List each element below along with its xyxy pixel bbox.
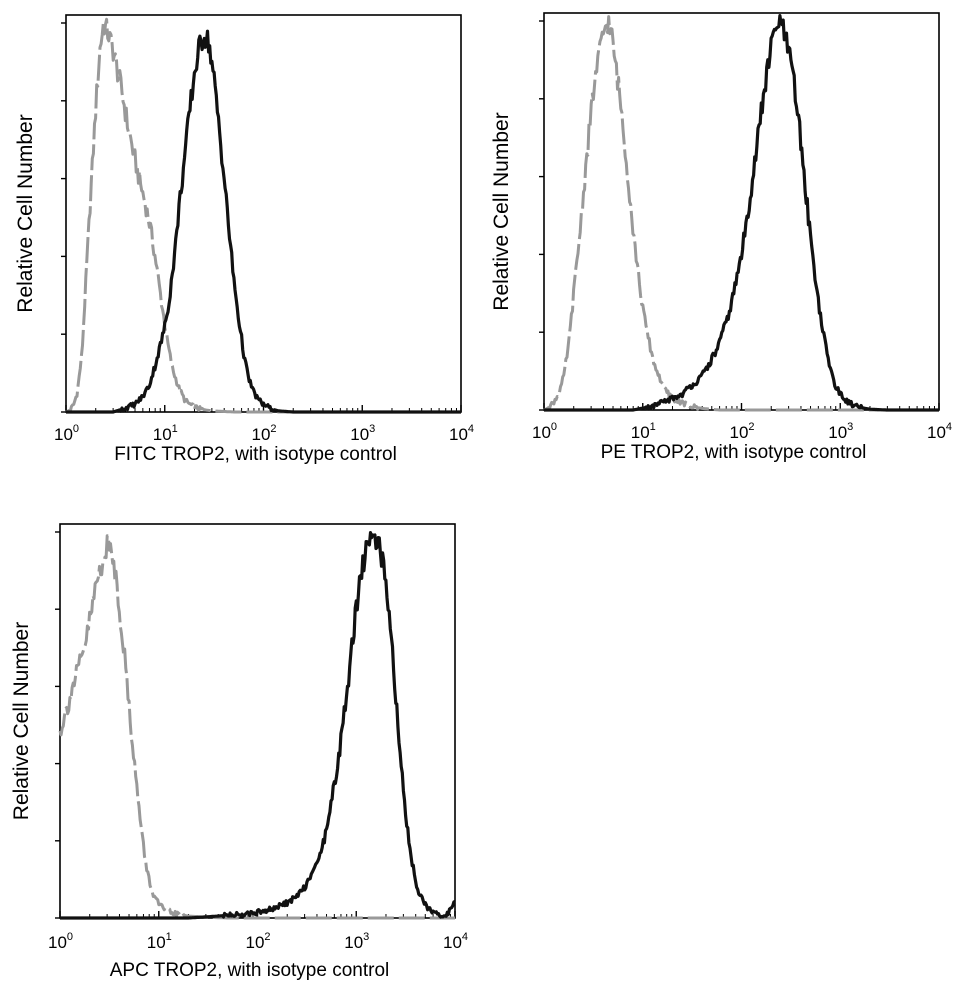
fitc-series-isotype [65,17,462,414]
histogram-pe: 100 101 102 103 104 Relative Cell Number PE TR… [480,0,960,480]
fitc-x-tick-label: 102 [252,423,277,444]
apc-series-isotype [58,534,456,920]
pe-x-axis-label: PE TROP2, with isotype control [601,442,867,463]
apc-y-axis-label: Relative Cell Number [10,622,33,820]
histogram-fitc: 100 101 102 103 104 Relative Cell Number FITC … [0,0,480,480]
apc-x-tick-label: 103 [344,931,369,952]
pe-x-tick-label: 104 [927,421,952,442]
pe-x-tick-label: 101 [631,421,656,442]
fitc-x-tick-label: 104 [449,423,474,444]
fitc-y-axis-label: Relative Cell Number [14,114,37,312]
pe-series-trop2 [543,14,940,412]
fitc-x-tick-label: 100 [54,423,79,444]
apc-series-trop2 [59,531,456,920]
histogram-apc-svg: 100 101 102 103 104 Relative Cell Number APC T… [10,523,468,981]
fitc-series-trop2 [65,29,462,414]
histogram-fitc-svg: 100 101 102 103 104 Relative Cell Number FITC … [14,14,474,465]
histogram-apc: 100 101 102 103 104 Relative Cell Number APC T… [0,510,480,1004]
pe-plot-frame [543,12,940,411]
fitc-plot-frame [65,14,462,413]
apc-plot-frame [59,523,456,919]
pe-x-tick-label: 103 [828,421,853,442]
pe-x-tick-label: 100 [532,421,557,442]
pe-series-isotype [543,15,940,412]
pe-x-tick-label: 102 [730,421,755,442]
apc-x-axis-label: APC TROP2, with isotype control [110,960,389,981]
fitc-x-tick-label: 101 [153,423,178,444]
fitc-x-tick-label: 103 [350,423,375,444]
fitc-x-axis-label: FITC TROP2, with isotype control [114,444,397,465]
apc-x-tick-label: 101 [147,931,172,952]
apc-x-tick-label: 100 [48,931,73,952]
apc-x-tick-label: 102 [246,931,271,952]
apc-x-tick-label: 104 [443,931,468,952]
histogram-pe-svg: 100 101 102 103 104 Relative Cell Number PE TR… [490,12,952,463]
pe-y-axis-label: Relative Cell Number [490,112,513,310]
